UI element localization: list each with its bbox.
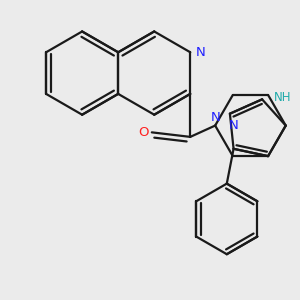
Text: N: N: [229, 119, 238, 132]
Text: O: O: [138, 126, 149, 139]
Text: N: N: [210, 111, 220, 124]
Text: NH: NH: [273, 91, 291, 103]
Text: N: N: [196, 46, 206, 59]
